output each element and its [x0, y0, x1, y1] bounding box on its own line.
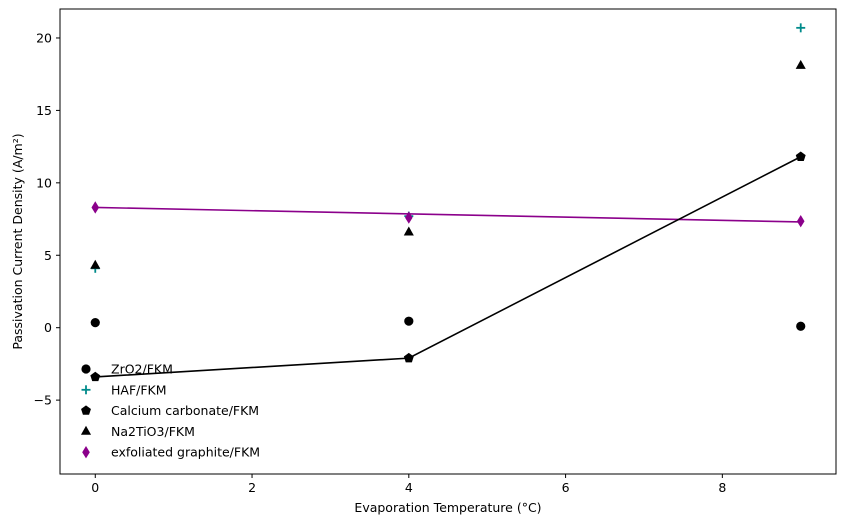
x-tick-label-1: 2	[248, 480, 256, 495]
legend-label-0: ZrO2/FKM	[111, 362, 173, 377]
legend-marker-1	[81, 385, 91, 395]
x-tick-label-3: 6	[562, 480, 570, 495]
y-tick-label-2: 5	[44, 248, 52, 263]
x-tick-label-2: 4	[405, 480, 413, 495]
y-tick-label-4: 15	[36, 103, 52, 118]
y-tick-label-0: −5	[34, 393, 52, 408]
series-2-point-1	[403, 352, 414, 363]
legend-label-1: HAF/FKM	[111, 382, 167, 397]
y-tick-label-5: 20	[36, 30, 52, 45]
y-axis-label: Passivation Current Density (A/m²)	[10, 133, 25, 349]
x-tick-label-4: 8	[718, 480, 726, 495]
series-3-point-0	[90, 259, 101, 269]
series-line-2	[95, 156, 802, 378]
legend-marker-3	[80, 425, 92, 435]
series-2-point-2	[795, 151, 806, 161]
plot-area	[90, 23, 806, 382]
series-0-point-0	[90, 318, 100, 328]
series-4-point-2	[796, 215, 805, 228]
series-0-point-2	[796, 321, 806, 331]
series-2-point-0	[90, 371, 101, 382]
y-tick-label-3: 10	[36, 175, 52, 190]
series-4-point-1	[405, 211, 413, 224]
y-tick-label-1: 0	[44, 320, 52, 335]
legend-label-3: Na2TiO3/FKM	[111, 424, 195, 439]
axes: 0 2 4 6 8 −5 0 5 10 15 20 Evaporation Temperature (…	[10, 8, 837, 515]
legend-label-2: Calcium carbonate/FKM	[111, 403, 259, 418]
x-tick-label-0: 0	[91, 480, 99, 495]
legend-marker-4	[82, 446, 90, 459]
series-3-point-1	[403, 226, 414, 236]
axes-frame	[59, 8, 837, 475]
series-3-point-2	[795, 59, 806, 69]
legend-marker-2	[81, 405, 91, 415]
legend-marker-0	[81, 364, 91, 374]
legend-label-4: exfoliated graphite/FKM	[111, 445, 260, 460]
legend: ZrO2/FKM HAF/FKM Calcium carbonate/FKM Na2T…	[80, 362, 260, 460]
trend-line	[95, 206, 801, 223]
series-0-point-1	[404, 316, 414, 326]
series-1-point-2	[796, 23, 806, 33]
series-4-point-0	[91, 201, 100, 214]
x-axis-label: Evaporation Temperature (°C)	[354, 500, 541, 515]
